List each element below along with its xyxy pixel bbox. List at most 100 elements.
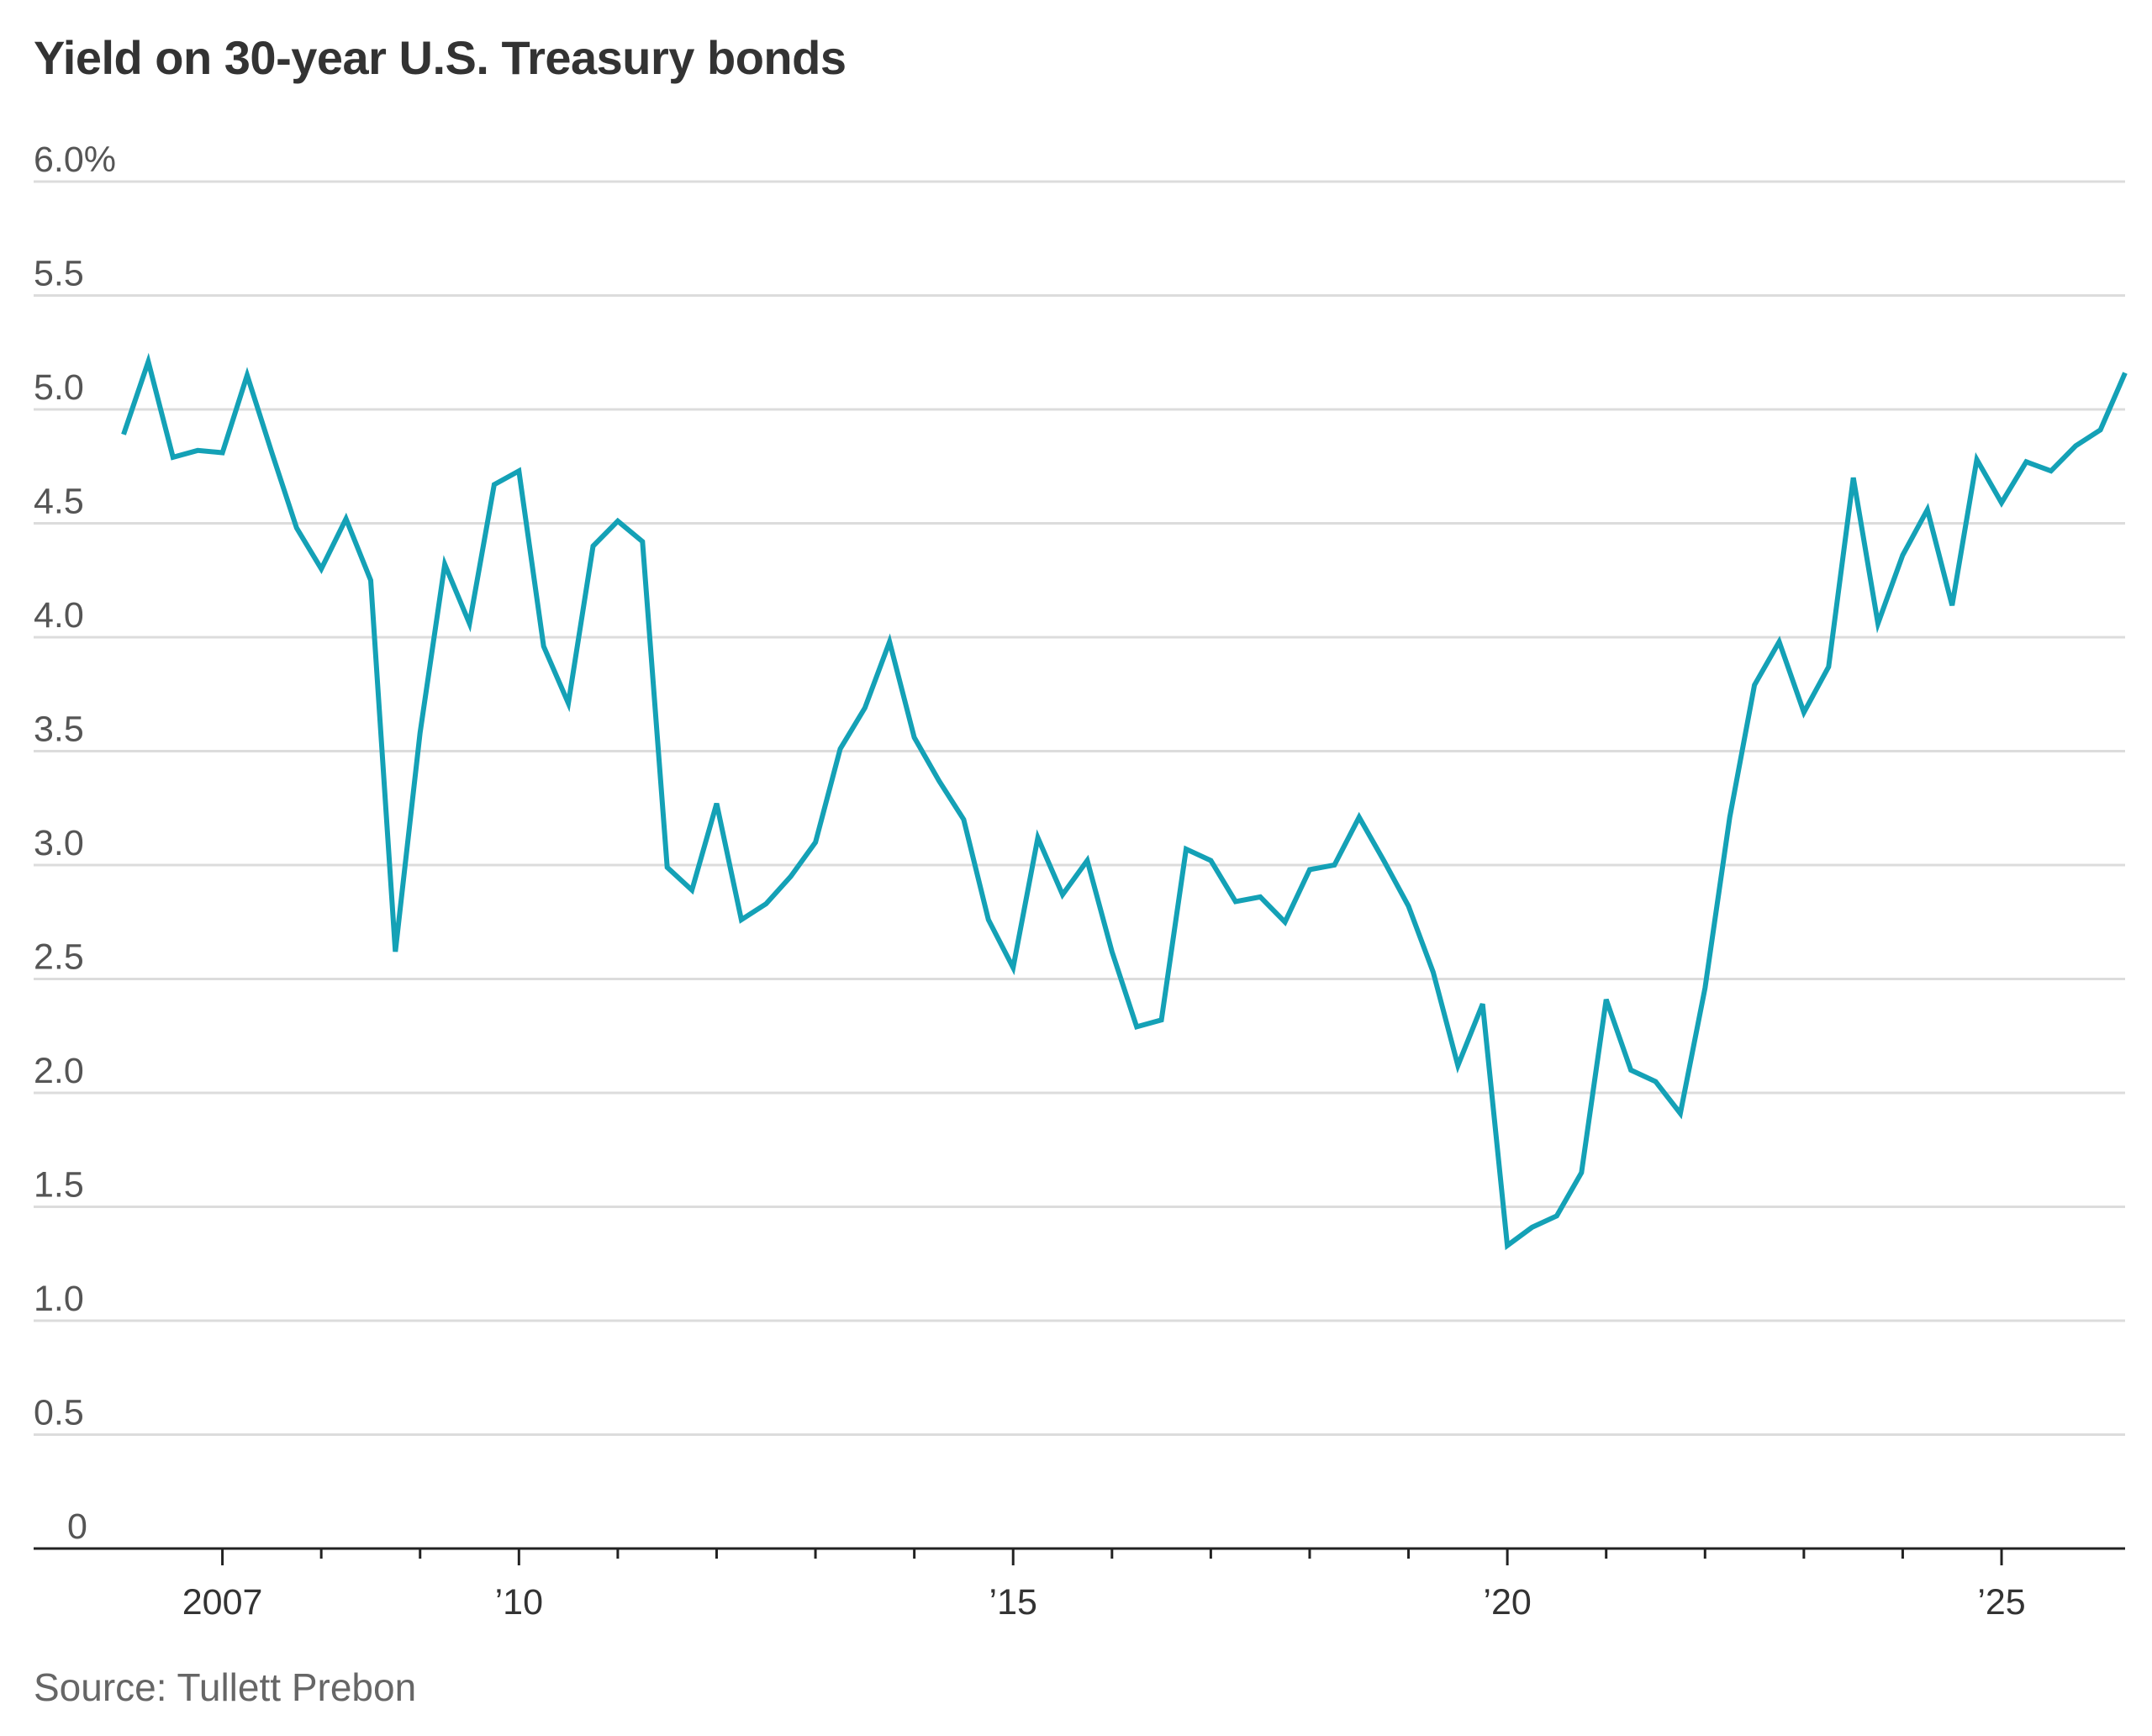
data-point xyxy=(1208,858,1213,863)
data-point xyxy=(789,874,794,879)
x-tick-label: ’25 xyxy=(1977,1582,2025,1623)
data-point xyxy=(344,516,349,521)
data-point xyxy=(269,450,274,455)
y-tick-label: 1.0 xyxy=(34,1279,84,1319)
data-point xyxy=(171,455,176,460)
data-point xyxy=(2123,371,2128,376)
x-tick-label: ’20 xyxy=(1483,1582,1531,1623)
data-point xyxy=(936,778,942,784)
data-point xyxy=(442,562,447,567)
data-point xyxy=(887,639,892,644)
y-tick-label: 2.5 xyxy=(34,937,84,978)
data-point xyxy=(1455,1063,1460,1068)
data-point xyxy=(1999,500,2004,505)
data-point xyxy=(1678,1111,1683,1116)
data-point xyxy=(1283,920,1288,925)
x-tick-label: 2007 xyxy=(182,1582,263,1623)
data-point xyxy=(961,817,966,822)
data-point xyxy=(368,578,373,583)
data-point xyxy=(739,917,744,922)
data-point xyxy=(1406,904,1411,909)
data-point xyxy=(492,482,497,487)
data-point xyxy=(1752,683,1757,688)
data-point xyxy=(1949,603,1954,608)
y-tick-label: 0 xyxy=(67,1506,87,1547)
y-tick-label: 5.0 xyxy=(34,367,84,408)
data-point xyxy=(591,544,596,549)
data-point xyxy=(1159,1017,1164,1022)
data-point xyxy=(1431,969,1436,974)
data-point xyxy=(220,450,225,455)
data-point xyxy=(2098,427,2103,432)
data-point xyxy=(1604,997,1609,1002)
data-point xyxy=(2049,468,2054,473)
data-point xyxy=(1357,815,1362,820)
y-tick-label: 4.5 xyxy=(34,482,84,522)
data-point xyxy=(516,468,521,473)
y-tick-label: 3.5 xyxy=(34,710,84,750)
data-point xyxy=(1554,1213,1559,1218)
y-axis-tick-labels: 0 0.5 1.0 1.5 2.0 2.5 3.0 3.5 4.0 4.5 5.0 5.5 6.0% xyxy=(34,140,116,1547)
data-point xyxy=(418,731,423,736)
data-point xyxy=(1801,710,1807,715)
data-point xyxy=(640,539,645,544)
data-point xyxy=(1826,664,1831,669)
data-point xyxy=(294,525,299,530)
y-tick-label: 5.5 xyxy=(34,254,84,294)
data-point xyxy=(986,917,991,922)
data-point xyxy=(1900,552,1905,557)
data-point xyxy=(1702,985,1707,990)
series-layer xyxy=(121,352,2128,1251)
x-tick-label: ’10 xyxy=(495,1582,543,1623)
data-point xyxy=(1776,639,1781,644)
data-point xyxy=(912,735,917,740)
data-point xyxy=(1925,507,1930,512)
y-tick-label: 0.5 xyxy=(34,1393,84,1433)
data-point xyxy=(1233,899,1238,904)
data-point xyxy=(1010,965,1015,970)
data-point xyxy=(1036,835,1041,840)
data-point xyxy=(665,865,670,870)
data-point xyxy=(393,949,398,954)
data-point xyxy=(1530,1225,1535,1230)
source-note: Source: Tullett Prebon xyxy=(34,1665,417,1709)
data-point xyxy=(1084,858,1089,863)
data-point xyxy=(1060,892,1065,897)
x-axis xyxy=(34,1547,2125,1565)
data-point xyxy=(2023,459,2028,464)
data-point xyxy=(245,372,250,377)
data-point xyxy=(689,888,694,893)
data-point xyxy=(1875,621,1880,626)
data-point xyxy=(1258,894,1263,900)
y-tick-label: 3.0 xyxy=(34,823,84,863)
data-point xyxy=(1381,858,1386,863)
data-point xyxy=(1134,1024,1139,1029)
y-tick-label: 2.0 xyxy=(34,1051,84,1091)
y-tick-label: 1.5 xyxy=(34,1165,84,1206)
data-point xyxy=(862,705,868,710)
data-point xyxy=(1184,847,1189,852)
data-point xyxy=(714,801,719,806)
data-point xyxy=(2073,443,2078,448)
data-point xyxy=(145,359,150,364)
x-axis-tick-labels: 2007 ’10 ’15 ’20 ’25 xyxy=(182,1582,2026,1623)
data-point xyxy=(615,519,620,524)
data-point xyxy=(1110,949,1115,954)
y-tick-label: 6.0% xyxy=(34,140,116,180)
x-tick-label: ’15 xyxy=(989,1582,1037,1623)
data-point xyxy=(763,901,768,906)
data-point xyxy=(1579,1170,1584,1175)
data-point xyxy=(1307,867,1312,872)
data-point xyxy=(1975,457,1980,462)
data-point xyxy=(813,840,818,845)
data-point xyxy=(1505,1243,1510,1248)
data-point xyxy=(566,701,571,706)
data-point xyxy=(195,448,200,453)
data-point xyxy=(837,747,842,752)
data-point xyxy=(1851,475,1856,480)
data-point xyxy=(319,567,324,572)
data-point xyxy=(1653,1079,1658,1084)
data-point xyxy=(1480,1001,1485,1006)
data-point xyxy=(1628,1068,1633,1073)
